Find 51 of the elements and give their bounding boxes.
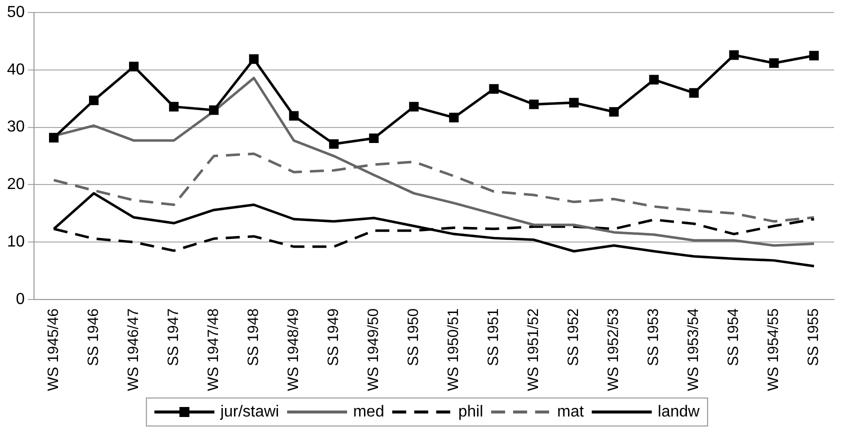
x-tick-label: WS 1953/54 [685, 308, 702, 392]
legend-label: landw [658, 403, 700, 420]
x-tick-label: WS 1950/51 [445, 308, 462, 392]
x-tick-label: SS 1948 [244, 308, 262, 366]
x-tick-label: SS 1951 [485, 308, 502, 366]
y-tick-label: 0 [16, 290, 25, 308]
point [129, 62, 139, 72]
x-tick-label: WS 1952/53 [605, 308, 622, 392]
point [809, 50, 819, 60]
x-tick-label: WS 1951/52 [525, 308, 542, 392]
point [569, 98, 579, 108]
x-tick-label: SS 1946 [84, 308, 102, 366]
point [769, 58, 779, 68]
x-tick-label: WS 1948/49 [285, 308, 302, 392]
point [209, 105, 219, 115]
point [729, 50, 739, 60]
y-tick-label: 20 [7, 176, 25, 194]
point [529, 100, 539, 110]
x-tick-label: SS 1947 [164, 308, 182, 366]
x-tick-label: WS 1949/50 [365, 308, 382, 392]
point [409, 102, 419, 112]
x-tick-label: WS 1954/55 [765, 308, 782, 392]
point [289, 111, 299, 121]
y-tick-label: 10 [7, 233, 25, 250]
x-tick-label: SS 1955 [805, 308, 822, 366]
x-tick-label: SS 1952 [565, 308, 582, 366]
x-tick-label: WS 1945/46 [44, 308, 62, 392]
y-tick-label: 40 [7, 61, 25, 78]
x-tick-label: SS 1953 [645, 308, 662, 366]
legend-label: jur/stawi [219, 403, 280, 420]
point [449, 112, 459, 122]
x-tick-label: SS 1950 [405, 308, 422, 366]
legend-label: med [353, 403, 384, 420]
y-tick-label: 30 [7, 118, 25, 136]
y-tick-label: 50 [7, 4, 25, 22]
point [49, 132, 59, 142]
x-tick-label: SS 1954 [725, 308, 742, 366]
point [329, 139, 339, 149]
legend-label: phil [458, 403, 484, 420]
point [609, 107, 619, 117]
point [489, 84, 499, 94]
point [169, 102, 179, 112]
x-tick-label: WS 1947/48 [204, 308, 222, 392]
x-tick-label: WS 1946/47 [124, 308, 142, 392]
point [89, 96, 99, 106]
point [649, 74, 659, 85]
x-tick-label: SS 1949 [325, 308, 342, 366]
point [249, 54, 259, 64]
point [369, 133, 379, 144]
legend-label: mat [557, 403, 584, 420]
point [689, 88, 699, 98]
